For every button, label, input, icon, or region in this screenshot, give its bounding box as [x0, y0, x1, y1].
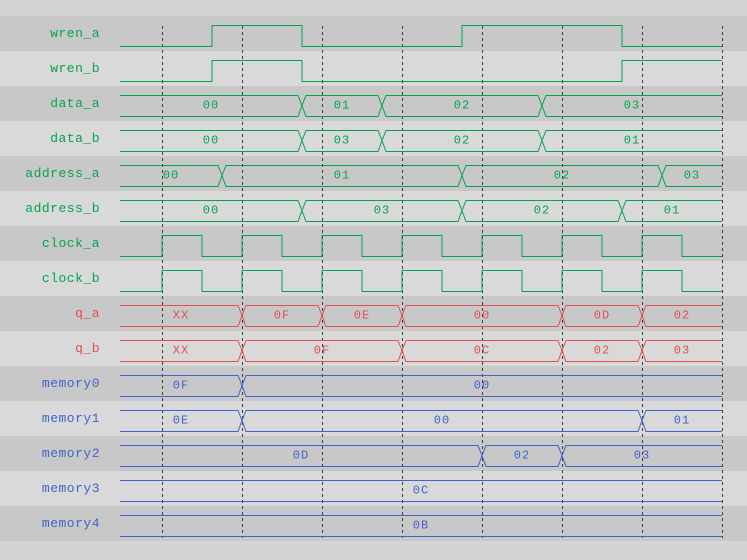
wave-memory1-seg2	[641, 410, 722, 432]
wave-value-address_b-2: 02	[534, 204, 550, 218]
signal-name-memory4[interactable]: memory4	[41, 516, 100, 531]
wave-value-q_a-0: XX	[173, 309, 189, 323]
wave-clock_b	[120, 270, 722, 292]
wave-q_a-seg5	[641, 305, 722, 327]
signal-row-clock_a: clock_a	[0, 226, 747, 261]
wave-wren_b	[120, 60, 722, 82]
wave-value-memory2-1: 02	[514, 449, 530, 463]
wave-q_b-seg4	[641, 340, 722, 362]
wave-value-address_b-1: 03	[374, 204, 390, 218]
wave-address_a-seg3	[661, 165, 722, 187]
signal-name-memory2[interactable]: memory2	[41, 446, 100, 461]
wave-value-q_a-5: 02	[674, 309, 690, 323]
wave-value-memory3-0: 0C	[413, 484, 429, 498]
wave-memory4-seg0	[120, 515, 722, 537]
wave-value-q_b-4: 03	[674, 344, 690, 358]
wave-value-data_a-0: 00	[203, 99, 219, 113]
wave-value-memory0-0: 0F	[173, 379, 189, 393]
wave-value-data_b-0: 00	[203, 134, 219, 148]
wave-value-q_a-4: 0D	[594, 309, 610, 323]
wave-memory2-seg2	[561, 445, 722, 467]
signal-name-wren_b[interactable]: wren_b	[50, 61, 100, 76]
wave-value-q_a-1: 0F	[274, 309, 290, 323]
signal-row-memory0: memory0	[0, 366, 747, 401]
wave-address_b-seg3	[621, 200, 722, 222]
wave-value-data_a-3: 03	[624, 99, 640, 113]
wave-value-memory4-0: 0B	[413, 519, 429, 533]
signal-row-q_a: q_a	[0, 296, 747, 331]
wave-value-q_b-1: 0F	[314, 344, 330, 358]
signal-name-memory0[interactable]: memory0	[41, 376, 100, 391]
signal-name-q_b[interactable]: q_b	[75, 341, 100, 356]
wave-value-data_b-2: 02	[454, 134, 470, 148]
signal-row-memory1: memory1	[0, 401, 747, 436]
wave-value-memory1-0: 0E	[173, 414, 189, 428]
wave-value-data_b-3: 01	[624, 134, 640, 148]
wave-value-data_a-1: 01	[334, 99, 350, 113]
wave-value-address_a-3: 03	[684, 169, 700, 183]
signal-name-wren_a[interactable]: wren_a	[50, 26, 100, 41]
wave-data_b-seg3	[541, 130, 722, 152]
wave-value-memory0-1: 00	[474, 379, 490, 393]
signal-row-data_b: data_b	[0, 121, 747, 156]
signal-name-data_a[interactable]: data_a	[50, 96, 100, 111]
wave-value-address_b-0: 00	[203, 204, 219, 218]
wave-clock_a	[120, 235, 722, 257]
signal-row-q_b: q_b	[0, 331, 747, 366]
wave-value-address_a-0: 00	[163, 169, 179, 183]
signal-row-memory4: memory4	[0, 506, 747, 541]
wave-value-q_b-3: 02	[594, 344, 610, 358]
signal-name-memory1[interactable]: memory1	[41, 411, 100, 426]
wave-value-memory1-1: 00	[434, 414, 450, 428]
signal-row-memory2: memory2	[0, 436, 747, 471]
signal-name-memory3[interactable]: memory3	[41, 481, 100, 496]
wave-value-memory2-2: 03	[634, 449, 650, 463]
signal-name-data_b[interactable]: data_b	[50, 131, 100, 146]
wave-data_a-seg3	[541, 95, 722, 117]
wave-memory0-seg1	[241, 375, 722, 397]
wave-value-address_b-3: 01	[664, 204, 680, 218]
signal-row-memory3: memory3	[0, 471, 747, 506]
signal-name-address_a[interactable]: address_a	[25, 166, 100, 181]
wave-value-q_b-0: XX	[173, 344, 189, 358]
signal-name-q_a[interactable]: q_a	[75, 306, 100, 321]
signal-row-clock_b: clock_b	[0, 261, 747, 296]
wave-value-data_a-2: 02	[454, 99, 470, 113]
wave-value-memory2-0: 0D	[293, 449, 309, 463]
wave-value-address_a-2: 02	[554, 169, 570, 183]
wave-value-q_a-3: 00	[474, 309, 490, 323]
wave-memory3-seg0	[120, 480, 722, 502]
signal-name-clock_a[interactable]: clock_a	[41, 236, 100, 251]
wave-value-data_b-1: 03	[334, 134, 350, 148]
signal-row-address_a: address_a	[0, 156, 747, 191]
wave-value-q_a-2: 0E	[354, 309, 370, 323]
wave-value-q_b-2: 0C	[474, 344, 490, 358]
wave-value-address_a-1: 01	[334, 169, 350, 183]
wave-wren_a	[120, 25, 722, 47]
signal-row-data_a: data_a	[0, 86, 747, 121]
signal-name-clock_b[interactable]: clock_b	[41, 271, 100, 286]
signal-name-address_b[interactable]: address_b	[25, 201, 100, 216]
wave-value-memory1-2: 01	[674, 414, 690, 428]
